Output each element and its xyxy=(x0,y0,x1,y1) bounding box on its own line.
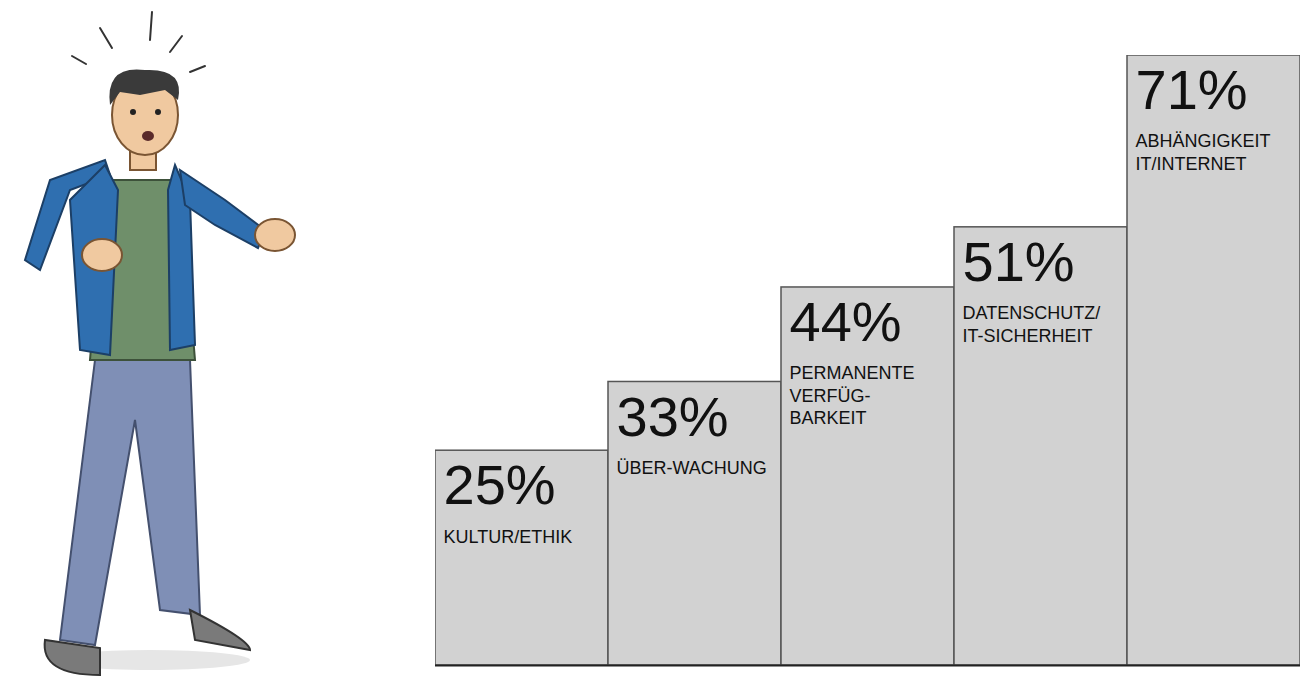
svg-text:PERMANENTEVERFÜG-BARKEIT: PERMANENTEVERFÜG-BARKEIT xyxy=(790,363,915,428)
svg-text:25%: 25% xyxy=(444,453,556,516)
svg-text:ÜBER-WACHUNG: ÜBER-WACHUNG xyxy=(617,458,767,478)
svg-text:71%: 71% xyxy=(1136,58,1248,121)
svg-text:44%: 44% xyxy=(790,290,902,353)
svg-text:ABHÄNGIGKEITIT/INTERNET: ABHÄNGIGKEITIT/INTERNET xyxy=(1136,131,1271,174)
svg-text:51%: 51% xyxy=(963,230,1075,293)
svg-text:DATENSCHUTZ/IT-SICHERHEIT: DATENSCHUTZ/IT-SICHERHEIT xyxy=(963,303,1101,346)
svg-text:KULTUR/ETHIK: KULTUR/ETHIK xyxy=(444,527,573,547)
svg-text:33%: 33% xyxy=(617,385,729,448)
